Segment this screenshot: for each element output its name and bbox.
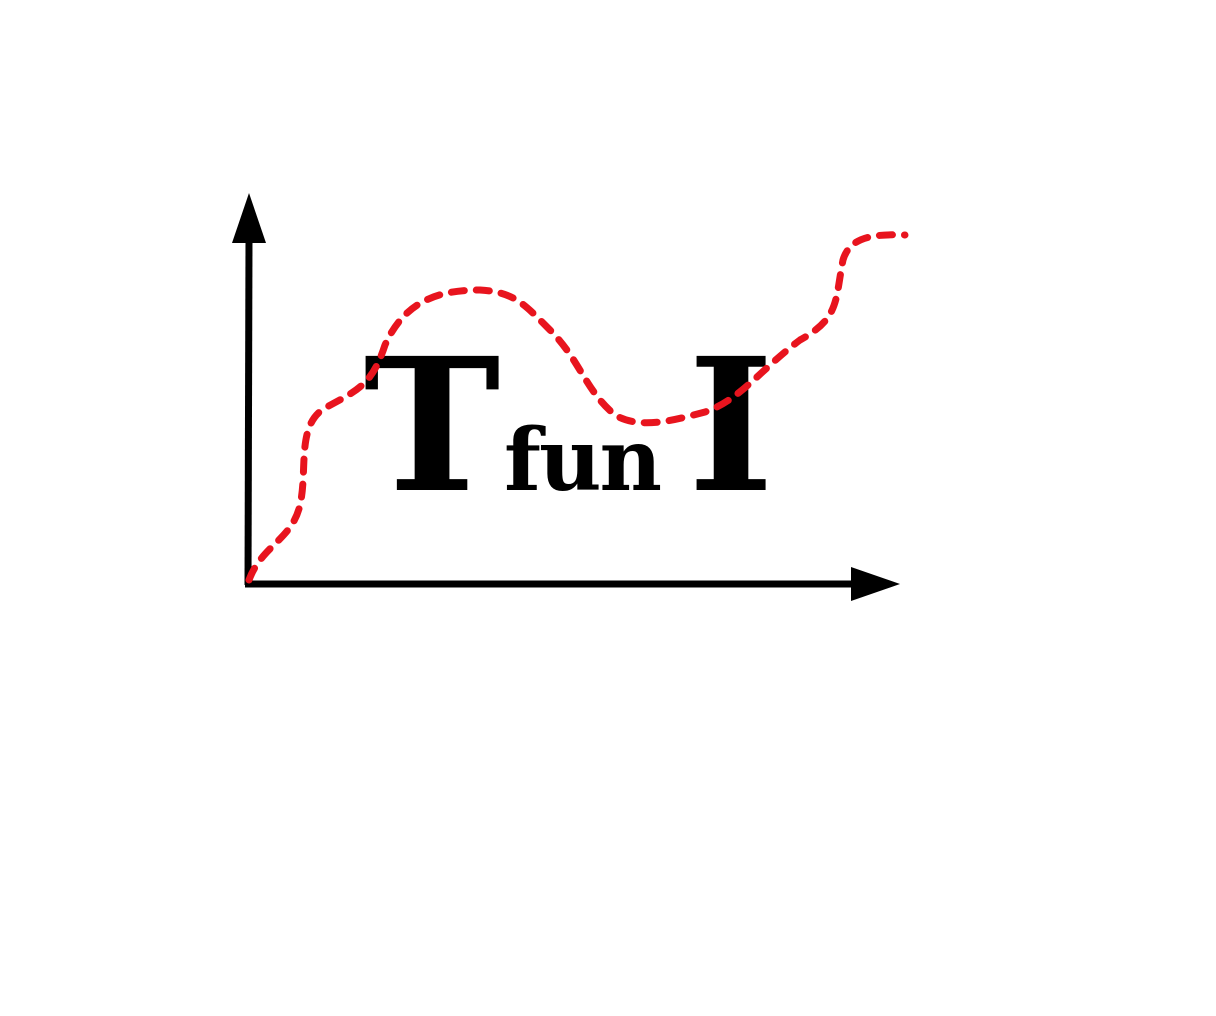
dashed-curve: [245, 231, 909, 584]
logo-letter-t: T: [364, 318, 501, 534]
logo-subscript-fun: fun: [504, 410, 661, 511]
logo-letter-i: I: [688, 318, 774, 534]
x-axis-arrowhead: [851, 567, 900, 601]
y-axis-arrowhead: [232, 193, 266, 243]
y-axis-line: [244, 239, 253, 586]
